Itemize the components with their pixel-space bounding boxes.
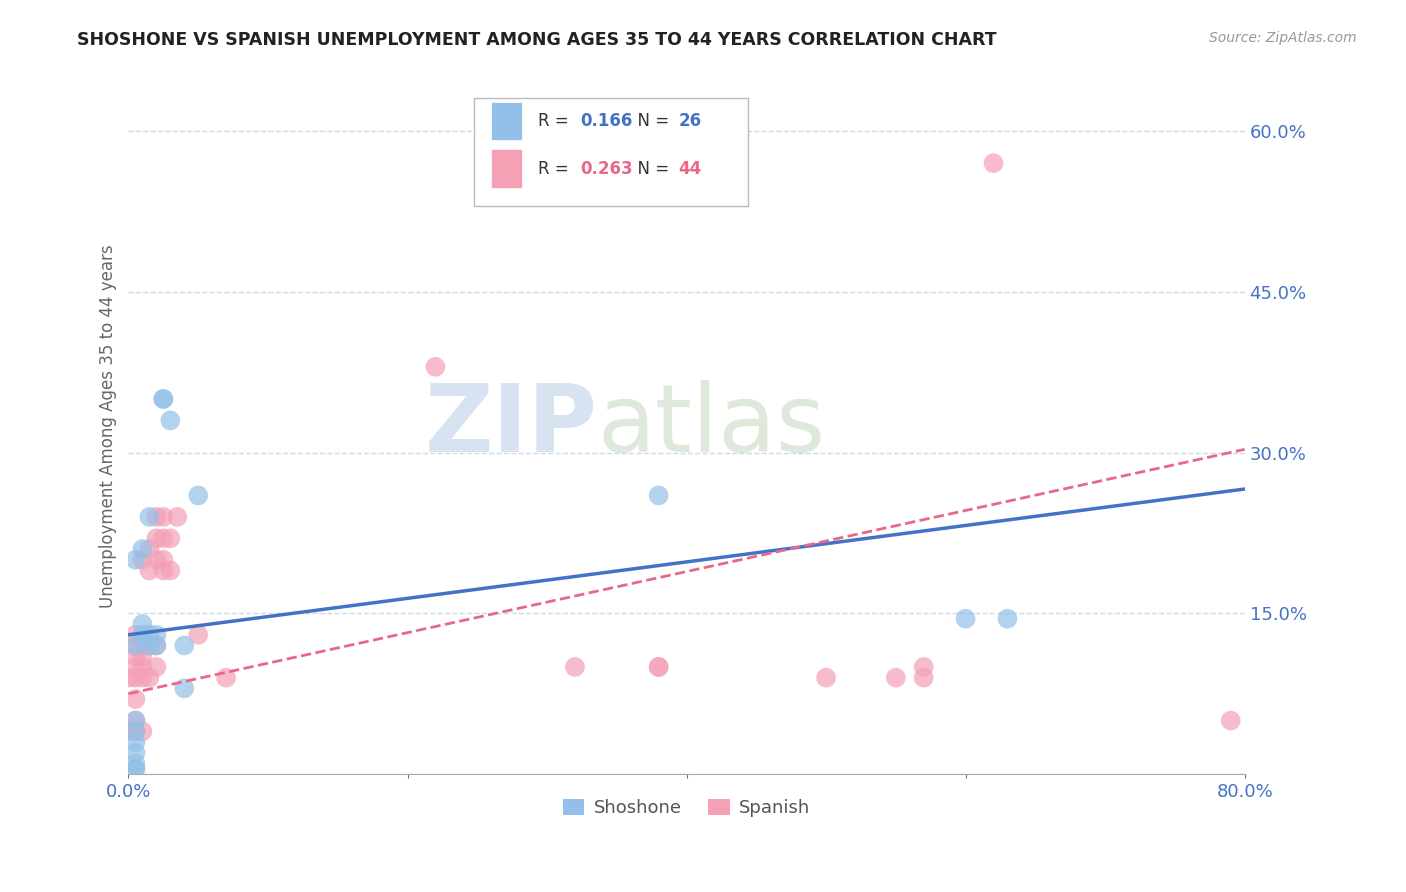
Point [215,671,238,685]
Point [884,671,907,685]
Point [131,649,153,664]
Point [145,628,167,642]
Point [983,156,1005,170]
Legend: Shoshone, Spanish: Shoshone, Spanish [555,791,818,824]
Point [124,762,146,776]
FancyBboxPatch shape [491,149,523,187]
Point [124,735,146,749]
Text: Source: ZipAtlas.com: Source: ZipAtlas.com [1209,31,1357,45]
Point [138,639,160,653]
Point [131,671,153,685]
Point [131,542,153,557]
Text: 26: 26 [679,112,702,130]
Point [425,359,447,374]
Point [124,756,146,771]
Point [647,660,669,674]
Point [145,509,167,524]
Point [152,532,174,546]
Point [145,660,167,674]
Point [124,714,146,728]
Point [131,660,153,674]
Point [124,692,146,706]
Point [131,628,153,642]
Point [145,553,167,567]
Point [124,553,146,567]
Point [138,542,160,557]
FancyBboxPatch shape [491,102,523,140]
Point [159,413,181,427]
Point [815,671,838,685]
Point [912,660,935,674]
Text: 44: 44 [679,160,702,178]
Text: R =: R = [538,160,574,178]
Point [145,639,167,653]
Point [124,660,146,674]
Point [145,639,167,653]
Text: R =: R = [538,112,574,130]
Point [138,564,160,578]
Point [152,564,174,578]
Point [166,509,188,524]
Point [138,639,160,653]
Point [124,762,146,776]
Point [152,392,174,406]
Text: SHOSHONE VS SPANISH UNEMPLOYMENT AMONG AGES 35 TO 44 YEARS CORRELATION CHART: SHOSHONE VS SPANISH UNEMPLOYMENT AMONG A… [77,31,997,49]
Text: ZIP: ZIP [425,380,598,472]
Point [138,671,160,685]
Point [145,532,167,546]
Text: atlas: atlas [598,380,825,472]
FancyBboxPatch shape [474,98,748,206]
Point [131,639,153,653]
Point [131,617,153,632]
Point [124,724,146,739]
Point [124,746,146,760]
Point [152,392,174,406]
Text: N =: N = [627,160,675,178]
Point [138,628,160,642]
Point [124,714,146,728]
Point [173,681,195,696]
Point [152,553,174,567]
Point [647,660,669,674]
Point [131,724,153,739]
Point [187,628,209,642]
Point [564,660,586,674]
Point [152,509,174,524]
Point [1219,714,1241,728]
Text: 0.166: 0.166 [581,112,633,130]
Point [124,639,146,653]
Point [912,671,935,685]
Point [159,564,181,578]
Y-axis label: Unemployment Among Ages 35 to 44 years: Unemployment Among Ages 35 to 44 years [100,244,117,607]
Point [997,612,1019,626]
Point [647,488,669,502]
Point [955,612,977,626]
Point [124,628,146,642]
Point [124,724,146,739]
Point [117,671,139,685]
Text: N =: N = [627,112,675,130]
Point [117,724,139,739]
Text: 0.263: 0.263 [581,160,633,178]
Point [173,639,195,653]
Point [124,649,146,664]
Point [124,671,146,685]
Point [187,488,209,502]
Point [131,553,153,567]
Point [124,639,146,653]
Point [138,509,160,524]
Point [159,532,181,546]
